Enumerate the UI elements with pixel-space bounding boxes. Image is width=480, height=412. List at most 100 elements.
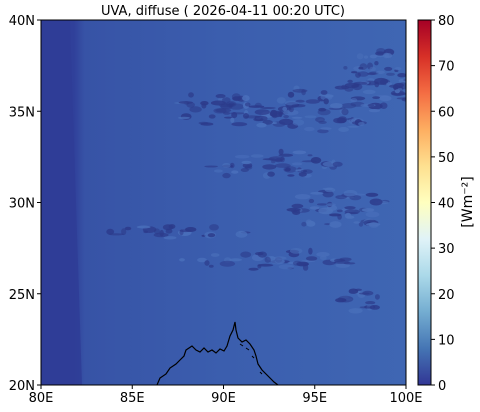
cloud-streaks	[106, 48, 414, 314]
cloud-streak	[304, 126, 315, 132]
cloud-streak	[224, 116, 233, 119]
cloud-streak	[291, 104, 306, 108]
cloud-streak	[322, 191, 334, 198]
cloud-streak	[188, 92, 194, 98]
cloud-streak	[356, 53, 364, 60]
cloud-streak	[305, 256, 318, 261]
cloud-streak	[215, 108, 232, 113]
cloud-streak	[369, 305, 380, 310]
colorbar-tick-label: 80	[438, 14, 455, 29]
cloud-streak	[367, 103, 375, 107]
cloud-streak	[310, 191, 324, 195]
x-tick-label: 85E	[120, 391, 145, 406]
cloud-streak	[257, 251, 267, 258]
cloud-streak	[204, 165, 218, 168]
cloud-streak	[359, 306, 373, 309]
cloud-streak	[390, 90, 405, 97]
cloud-streak	[329, 213, 342, 217]
cloud-streak	[189, 106, 202, 113]
map-panel	[41, 20, 414, 385]
cloud-streak	[268, 156, 285, 162]
cloud-streak	[350, 98, 358, 103]
cloud-streak	[257, 263, 274, 267]
cloud-streak	[309, 206, 320, 210]
x-tick-label: 95E	[302, 391, 327, 406]
cloud-streak	[403, 79, 406, 81]
cloud-streak	[341, 84, 347, 90]
cloud-streak	[344, 212, 352, 219]
cloud-streak	[317, 129, 329, 134]
cloud-streak	[273, 256, 287, 260]
cloud-streak	[291, 203, 304, 209]
cloud-streak	[398, 78, 406, 83]
cloud-streak	[231, 122, 248, 127]
cloud-streak	[316, 203, 328, 206]
cloud-streak	[339, 257, 352, 262]
cloud-streak	[397, 73, 406, 78]
cloud-streak	[278, 264, 294, 270]
cloud-streak	[406, 73, 414, 77]
cloud-streak	[394, 67, 402, 71]
cloud-streak	[274, 163, 291, 168]
cloud-streak	[376, 70, 385, 75]
cloud-streak	[168, 224, 176, 229]
y-tick-label: 20N	[9, 379, 35, 394]
cloud-streak	[285, 167, 291, 172]
cloud-streak	[262, 164, 277, 170]
x-tick-label: 100E	[389, 391, 422, 406]
cloud-streak	[361, 208, 375, 212]
cloud-streak	[213, 169, 223, 173]
cloud-streak	[344, 87, 354, 92]
cloud-streak	[319, 255, 327, 260]
cloud-streak	[369, 54, 377, 59]
cloud-streak	[232, 96, 242, 101]
cloud-streak	[376, 48, 386, 55]
cloud-streak	[221, 97, 231, 104]
colorbar-tick-label: 20	[438, 288, 455, 303]
cloud-streak	[278, 110, 283, 118]
colorbar-tick-label: 10	[438, 333, 455, 348]
colorbar-tick-label: 30	[438, 242, 455, 257]
colorbar: 0 10 20 30 40 50 60 70 80 [Wm⁻²]	[417, 14, 476, 394]
cloud-streak	[353, 81, 368, 85]
cloud-streak	[337, 295, 354, 303]
cloud-streak	[264, 256, 271, 263]
cloud-streak	[178, 101, 193, 104]
cloud-streak	[289, 248, 303, 254]
colorbar-tick-label: 40	[438, 197, 455, 212]
y-tick-label: 40N	[9, 14, 35, 29]
cloud-streak	[351, 71, 358, 74]
cloud-streak	[235, 154, 250, 159]
cloud-streak	[262, 119, 273, 125]
cloud-streak	[250, 154, 264, 158]
cloud-streak	[323, 98, 329, 105]
cloud-streak	[286, 207, 301, 212]
x-tick-label: 90E	[211, 391, 236, 406]
cloud-streak	[121, 228, 127, 236]
cloud-streak	[208, 264, 214, 268]
cloud-streak	[368, 109, 381, 113]
cloud-streak	[165, 228, 173, 234]
cloud-streak	[362, 89, 376, 95]
map-title: UVA, diffuse ( 2026-04-11 00:20 UTC)	[101, 4, 345, 19]
cloud-streak	[368, 222, 379, 228]
cloud-streak	[292, 150, 307, 155]
cloud-streak	[254, 109, 270, 115]
cloud-streak	[343, 262, 356, 265]
colorbar-tick-label: 0	[438, 379, 446, 394]
cloud-streak	[354, 288, 362, 291]
cloud-streak	[341, 298, 347, 302]
cloud-streak	[328, 107, 343, 111]
cloud-streak	[291, 162, 303, 166]
cloud-streak	[396, 97, 406, 100]
cloud-streak	[383, 52, 390, 59]
cloud-streak	[384, 66, 393, 71]
cloud-streak	[318, 207, 334, 215]
colorbar-label: [Wm⁻²]	[460, 176, 476, 227]
cloud-streak	[359, 63, 368, 70]
coastline-islands	[239, 343, 263, 375]
cloud-streak	[204, 260, 210, 266]
cloud-streak	[326, 203, 336, 207]
cloud-streak	[320, 127, 332, 130]
